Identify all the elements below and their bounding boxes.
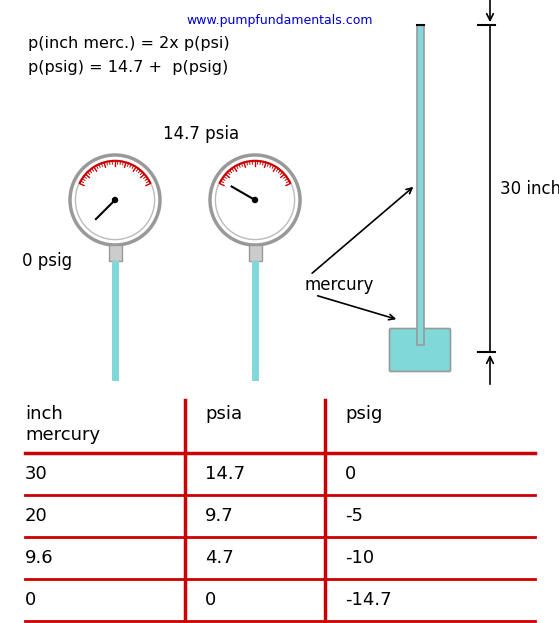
Text: -5: -5 xyxy=(345,507,363,525)
Bar xyxy=(416,25,424,345)
Bar xyxy=(111,261,119,381)
Text: 4.7: 4.7 xyxy=(205,549,234,567)
Circle shape xyxy=(70,155,160,245)
Text: psig: psig xyxy=(345,405,382,423)
Text: p(psig) = 14.7 +  p(psig): p(psig) = 14.7 + p(psig) xyxy=(28,60,228,75)
Text: 9.7: 9.7 xyxy=(205,507,234,525)
Circle shape xyxy=(210,155,300,245)
Text: p(inch merc.) = 2x p(psi): p(inch merc.) = 2x p(psi) xyxy=(28,36,230,51)
Text: 0 psig: 0 psig xyxy=(22,252,72,270)
Text: 20: 20 xyxy=(25,507,48,525)
Text: psia: psia xyxy=(205,405,242,423)
Text: 0: 0 xyxy=(25,591,36,609)
Text: -10: -10 xyxy=(345,549,374,567)
Text: mercury: mercury xyxy=(305,276,375,294)
Text: 0: 0 xyxy=(345,465,356,483)
Circle shape xyxy=(253,197,258,202)
Text: -14.7: -14.7 xyxy=(345,591,392,609)
Bar xyxy=(252,261,258,381)
Text: www.pumpfundamentals.com: www.pumpfundamentals.com xyxy=(187,14,373,27)
Text: 30 inches: 30 inches xyxy=(500,179,559,197)
Text: 30: 30 xyxy=(25,465,48,483)
Text: 0: 0 xyxy=(205,591,216,609)
Bar xyxy=(249,245,262,261)
Circle shape xyxy=(112,197,117,202)
Text: 14.7: 14.7 xyxy=(205,465,245,483)
Text: inch
mercury: inch mercury xyxy=(25,405,100,444)
Bar xyxy=(108,245,121,261)
FancyBboxPatch shape xyxy=(390,328,451,371)
Text: 9.6: 9.6 xyxy=(25,549,54,567)
Text: 14.7 psia: 14.7 psia xyxy=(163,125,239,143)
